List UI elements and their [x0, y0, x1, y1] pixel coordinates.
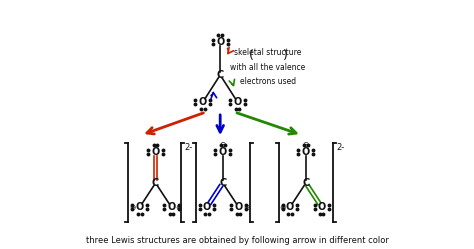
Text: 2-: 2- [336, 143, 345, 152]
Text: O: O [216, 37, 224, 47]
Text: O: O [136, 202, 144, 212]
Text: (: ( [249, 49, 254, 62]
Text: ⊖: ⊖ [129, 202, 136, 211]
Text: O: O [318, 202, 326, 212]
Text: ⊖: ⊖ [302, 140, 309, 149]
Text: with all the valence: with all the valence [230, 62, 306, 71]
Text: O: O [203, 202, 211, 212]
Text: O: O [167, 202, 175, 212]
Text: ): ) [283, 49, 288, 62]
Text: ⊖: ⊖ [176, 202, 182, 211]
Text: 2-: 2- [184, 143, 192, 152]
Text: skeletal structure: skeletal structure [234, 48, 301, 57]
Text: O: O [286, 202, 294, 212]
Text: ⊖: ⊖ [279, 202, 286, 211]
Text: O: O [301, 147, 310, 157]
Text: ⊖: ⊖ [219, 140, 226, 149]
Text: O: O [219, 147, 227, 157]
Text: O: O [233, 97, 242, 107]
Text: O: O [235, 202, 243, 212]
Text: C: C [152, 178, 159, 188]
Text: C: C [217, 70, 224, 80]
Text: O: O [199, 97, 207, 107]
Text: C: C [219, 178, 227, 188]
Text: O: O [152, 147, 160, 157]
Text: electrons used: electrons used [240, 77, 296, 86]
Text: three Lewis structures are obtained by following arrow in different color: three Lewis structures are obtained by f… [86, 236, 388, 245]
Text: C: C [302, 178, 310, 188]
Text: ⊖: ⊖ [243, 202, 249, 211]
